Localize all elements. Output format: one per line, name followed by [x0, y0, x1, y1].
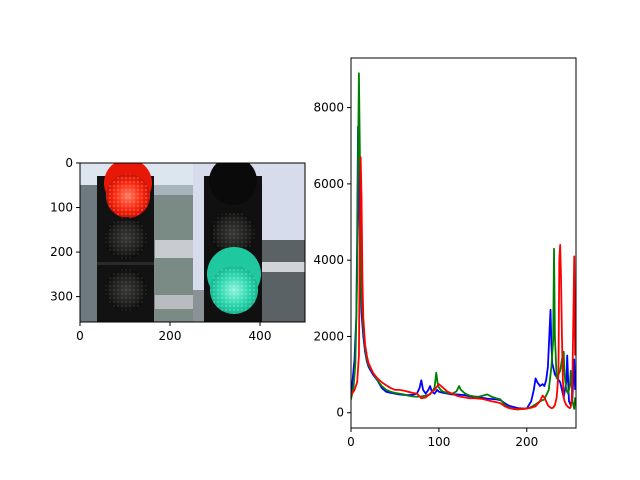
image-y-tick-label: 300 — [50, 290, 73, 304]
traffic-light-image — [80, 163, 305, 322]
image-x-tick-label: 400 — [249, 329, 272, 343]
histogram-lines — [351, 72, 576, 411]
image-axes-frame — [79, 162, 306, 323]
histogram-series-line-1 — [351, 72, 576, 411]
image-y-tick-label: 100 — [50, 201, 73, 215]
histogram-x-tick-label: 100 — [427, 435, 450, 449]
histogram-y-tick-label: 8000 — [313, 101, 344, 115]
histogram-series-line-2 — [351, 156, 576, 411]
image-y-tick-label: 0 — [65, 156, 73, 170]
histogram-x-tick-label: 200 — [515, 435, 538, 449]
histogram-y-tick-label: 6000 — [313, 177, 344, 191]
image-x-tick-label: 200 — [159, 329, 182, 343]
histogram-axes-frame — [350, 57, 577, 429]
histogram-series-line-0 — [351, 125, 576, 410]
histogram-y-tick-label: 4000 — [313, 253, 344, 267]
image-y-tick-label: 200 — [50, 245, 73, 259]
histogram-y-tick-label: 2000 — [313, 329, 344, 343]
histogram-y-tick-label: 0 — [336, 406, 344, 420]
histogram-x-tick-label: 0 — [347, 435, 355, 449]
image-ticks: 0 200 400 0 100 200 300 — [50, 156, 271, 343]
image-subplot: 0 200 400 0 100 200 300 — [50, 156, 306, 343]
image-x-tick-label: 0 — [76, 329, 84, 343]
